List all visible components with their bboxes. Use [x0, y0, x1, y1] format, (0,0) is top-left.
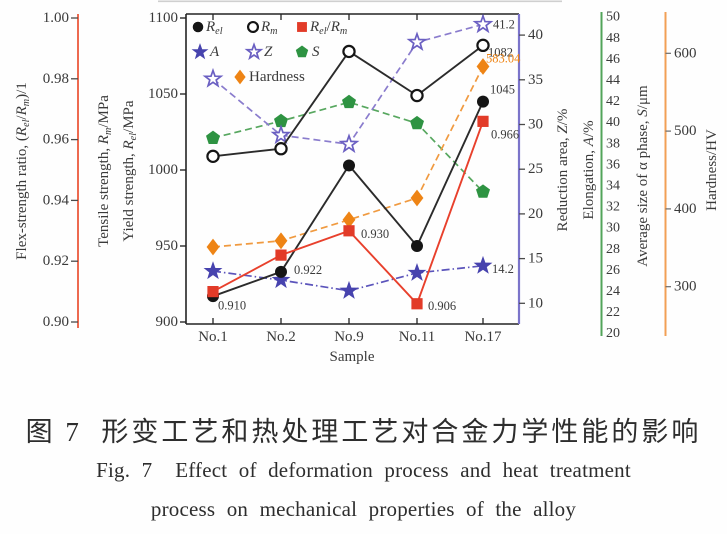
svg-text:0.94: 0.94 [43, 192, 70, 208]
svg-text:24: 24 [606, 284, 620, 299]
svg-text:Flex-strength ratio, (Rel/Rm)/: Flex-strength ratio, (Rel/Rm)/1 [14, 82, 32, 260]
svg-text:1100: 1100 [149, 10, 178, 26]
svg-text:1045: 1045 [490, 83, 515, 97]
caption-chinese: 图 7 形变工艺和热处理工艺对合金力学性能的影响 [25, 417, 702, 447]
svg-text:20: 20 [528, 206, 543, 222]
svg-text:Reduction area, Z/%: Reduction area, Z/% [555, 109, 571, 232]
caption-english-line1: Fig. 7 Effect of deformation process and… [96, 458, 631, 482]
series-A [203, 255, 493, 299]
svg-text:42: 42 [606, 94, 620, 109]
svg-text:1000: 1000 [148, 162, 178, 178]
svg-text:Yield strength, Rel/MPa: Yield strength, Rel/MPa [121, 100, 139, 241]
svg-text:20: 20 [606, 326, 620, 341]
svg-text:40: 40 [606, 115, 620, 130]
svg-text:583.04: 583.04 [486, 51, 521, 65]
svg-text:41.2: 41.2 [493, 17, 515, 31]
svg-text:400: 400 [674, 201, 697, 217]
caption-english-line2: process on mechanical properties of the … [150, 497, 577, 521]
axis-hardness: 600 500 400 300 Hardness/HV [664, 12, 720, 336]
svg-text:0.90: 0.90 [43, 314, 69, 330]
series-Z [202, 13, 494, 154]
svg-text:38: 38 [606, 136, 620, 151]
svg-text:Rm: Rm [260, 19, 278, 37]
svg-text:0.906: 0.906 [428, 299, 456, 313]
svg-text:No.9: No.9 [334, 329, 364, 345]
svg-text:1050: 1050 [148, 86, 178, 102]
svg-text:50: 50 [606, 9, 620, 24]
svg-text:A: A [209, 44, 220, 60]
svg-text:Elongation, A/%: Elongation, A/% [581, 120, 597, 219]
svg-text:40: 40 [528, 27, 543, 43]
svg-text:32: 32 [606, 199, 620, 214]
svg-text:950: 950 [156, 238, 179, 254]
svg-text:14.2: 14.2 [492, 262, 514, 276]
svg-text:26: 26 [606, 262, 620, 277]
svg-text:S: S [312, 44, 320, 60]
svg-text:35: 35 [528, 72, 543, 88]
svg-text:36: 36 [606, 157, 620, 172]
svg-text:48: 48 [606, 30, 620, 45]
svg-text:No.17: No.17 [464, 329, 502, 345]
axis-strength: 1100 1050 1000 950 900 Tensile strength, Rm/M… [96, 10, 186, 330]
svg-text:Sample: Sample [330, 349, 375, 365]
plot-frame: No.1 No.2 No.9 No.11 No.17 Sample [185, 13, 519, 365]
svg-text:600: 600 [674, 45, 697, 61]
svg-text:Rel/Rm: Rel/Rm [309, 19, 347, 37]
figure-7-chart: 1.00 0.98 0.96 0.94 0.92 0.90 Flex-strength ra… [14, 0, 720, 365]
svg-text:Hardness: Hardness [249, 69, 305, 85]
svg-text:No.2: No.2 [266, 329, 296, 345]
svg-text:44: 44 [606, 73, 620, 88]
svg-text:0.98: 0.98 [43, 71, 69, 87]
axis-ratio: 1.00 0.98 0.96 0.94 0.92 0.90 Flex-strength ra… [14, 10, 79, 330]
svg-text:500: 500 [674, 123, 697, 139]
svg-text:30: 30 [606, 220, 620, 235]
annotations: 0.910 0.922 0.930 0.906 0.966 1082 1045 41.2 583… [218, 17, 521, 312]
svg-text:28: 28 [606, 241, 620, 256]
axis-alpha-phase-size: 50 48 46 44 42 40 38 36 34 32 30 28 26 24 22 20 Average … [600, 9, 651, 341]
svg-text:0.966: 0.966 [491, 127, 519, 141]
svg-text:No.11: No.11 [399, 329, 436, 345]
axis-reduction-elongation: 40 35 30 25 20 15 10 Reduction area, Z/% Elongat… [517, 14, 597, 324]
svg-text:15: 15 [528, 251, 543, 267]
legend: Rel Rm Rel/Rm A Z S Hardness [191, 19, 347, 85]
svg-text:46: 46 [606, 51, 620, 66]
svg-text:0.92: 0.92 [43, 253, 69, 269]
svg-text:0.930: 0.930 [361, 227, 389, 241]
svg-text:22: 22 [606, 305, 620, 320]
svg-text:900: 900 [156, 314, 179, 330]
svg-text:1.00: 1.00 [43, 10, 69, 26]
svg-text:Hardness/HV: Hardness/HV [704, 129, 720, 211]
svg-text:10: 10 [528, 295, 543, 311]
svg-text:30: 30 [528, 117, 543, 133]
series-S [206, 94, 490, 198]
series-HV [206, 58, 490, 256]
svg-text:0.910: 0.910 [218, 299, 246, 313]
svg-text:Rel: Rel [205, 19, 223, 37]
svg-text:34: 34 [606, 178, 620, 193]
svg-text:0.96: 0.96 [43, 132, 70, 148]
series-Rm [206, 38, 490, 164]
svg-text:0.922: 0.922 [294, 263, 322, 277]
svg-text:300: 300 [674, 279, 697, 295]
svg-text:25: 25 [528, 161, 543, 177]
svg-text:Average size of α phase, S/μm: Average size of α phase, S/μm [635, 85, 651, 267]
svg-text:Z: Z [264, 44, 273, 60]
svg-text:No.1: No.1 [198, 329, 228, 345]
series-ratio [207, 115, 489, 310]
svg-text:1082: 1082 [488, 45, 513, 59]
svg-text:Tensile strength, Rm/MPa: Tensile strength, Rm/MPa [96, 95, 114, 247]
